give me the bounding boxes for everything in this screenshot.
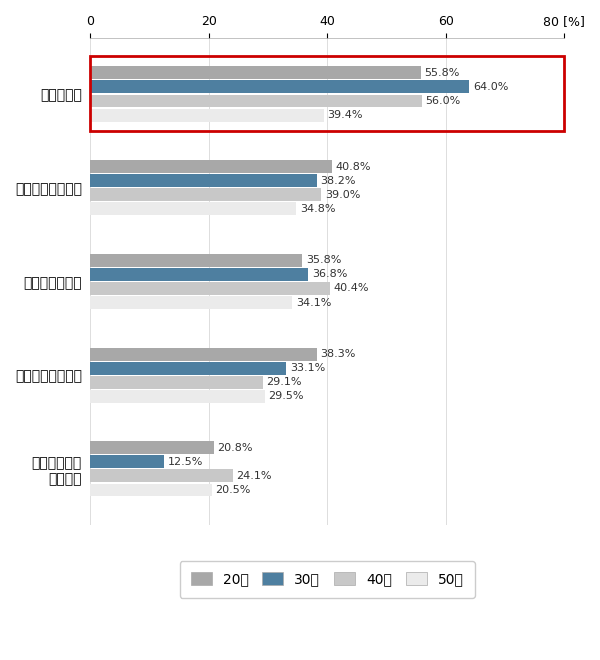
Text: 55.8%: 55.8% xyxy=(424,68,460,78)
Bar xyxy=(91,469,233,482)
Text: 38.2%: 38.2% xyxy=(320,176,356,185)
Bar xyxy=(91,362,286,375)
Text: 36.8%: 36.8% xyxy=(312,269,347,279)
Bar xyxy=(91,254,302,267)
Bar xyxy=(91,268,308,281)
Text: 20.8%: 20.8% xyxy=(217,443,253,453)
Text: 34.1%: 34.1% xyxy=(296,298,331,308)
Text: 39.4%: 39.4% xyxy=(327,110,362,120)
Legend: 20代, 30代, 40代, 50代: 20代, 30代, 40代, 50代 xyxy=(179,562,475,597)
Bar xyxy=(91,188,321,201)
Text: 39.0%: 39.0% xyxy=(325,189,360,200)
Bar xyxy=(91,81,469,94)
Text: 29.1%: 29.1% xyxy=(266,378,302,387)
Text: 34.8%: 34.8% xyxy=(300,204,335,214)
Text: 35.8%: 35.8% xyxy=(306,255,341,265)
Text: 40.4%: 40.4% xyxy=(333,283,368,294)
Bar xyxy=(91,160,332,173)
Text: 33.1%: 33.1% xyxy=(290,363,325,373)
Text: 64.0%: 64.0% xyxy=(473,82,508,92)
Bar xyxy=(91,484,212,496)
Bar xyxy=(91,348,317,360)
Text: 24.1%: 24.1% xyxy=(236,471,272,481)
Bar xyxy=(91,442,214,454)
Text: 40.8%: 40.8% xyxy=(335,162,371,172)
Text: 38.3%: 38.3% xyxy=(320,349,356,359)
Bar xyxy=(91,376,263,389)
Bar xyxy=(91,94,422,108)
Bar xyxy=(91,282,329,295)
Text: 20.5%: 20.5% xyxy=(215,485,251,495)
Bar xyxy=(91,109,323,121)
Text: 12.5%: 12.5% xyxy=(168,457,203,467)
Bar xyxy=(91,296,292,309)
Bar xyxy=(91,390,265,403)
Bar xyxy=(91,203,296,215)
Text: 56.0%: 56.0% xyxy=(425,96,461,106)
Text: 29.5%: 29.5% xyxy=(269,391,304,401)
Bar xyxy=(91,455,164,469)
Bar xyxy=(91,174,317,187)
Bar xyxy=(91,67,421,79)
